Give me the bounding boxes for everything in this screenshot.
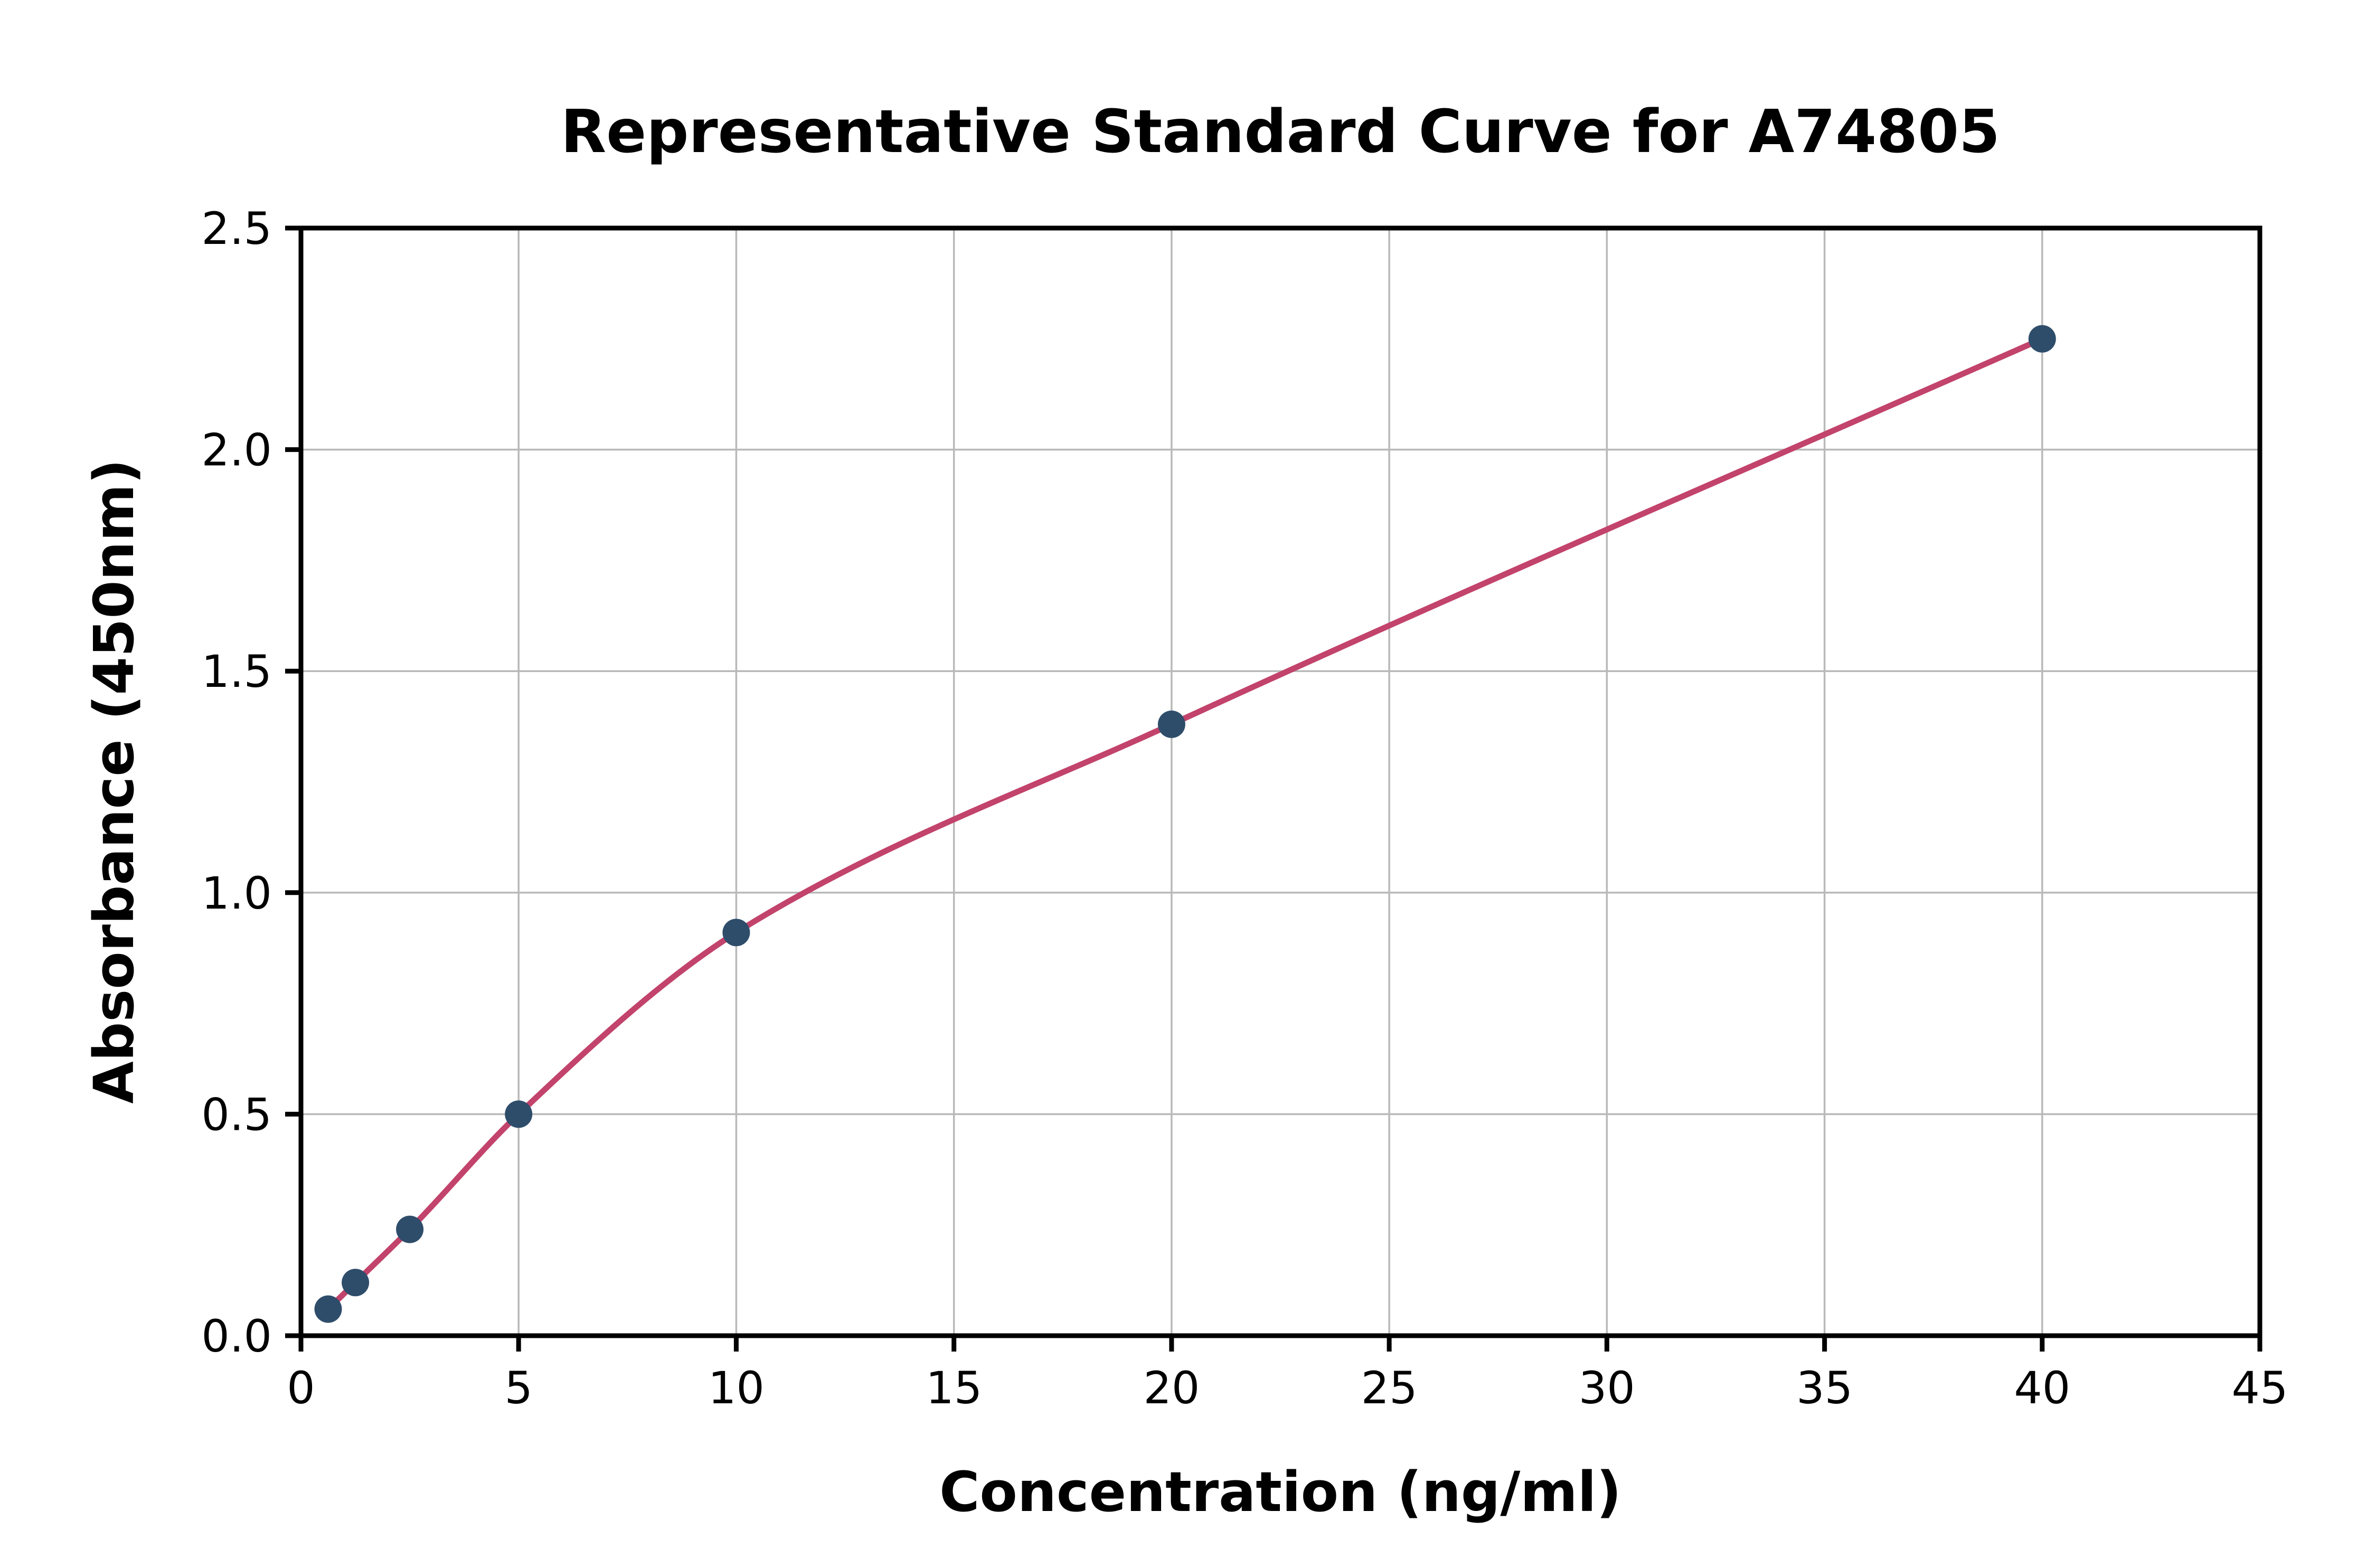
gridlines [300, 227, 2261, 1337]
data-point [1157, 710, 1185, 738]
data-points [314, 325, 2056, 1323]
y-tick-labels: 0.0 0.5 1.0 1.5 2.0 2.5 [201, 203, 272, 1362]
x-tick-label: 45 [2232, 1362, 2288, 1414]
y-tick-label: 1.0 [201, 867, 272, 919]
y-tick-label: 2.0 [201, 424, 272, 476]
x-tick-label: 0 [287, 1362, 315, 1414]
x-axis-label: Concentration (ng/ml) [939, 1460, 1621, 1524]
fit-curve [325, 336, 2045, 1312]
y-tick-label: 0.0 [201, 1310, 272, 1362]
data-point [2028, 325, 2056, 353]
x-tick-labels: 0 5 10 15 20 25 30 35 40 45 [287, 1362, 2288, 1414]
tick-marks [285, 225, 2262, 1352]
x-tick-label: 25 [1361, 1362, 1418, 1414]
data-point [505, 1100, 533, 1128]
data-point [396, 1215, 424, 1243]
plot-frame [298, 225, 2262, 1338]
y-axis-label: Absorbance (450nm) [82, 459, 146, 1103]
x-tick-label: 40 [2014, 1362, 2070, 1414]
x-tick-label: 15 [926, 1362, 982, 1414]
chart-title: Representative Standard Curve for A74805 [561, 98, 2000, 166]
x-tick-label: 20 [1143, 1362, 1200, 1414]
data-point [314, 1295, 342, 1323]
y-tick-label: 1.5 [201, 646, 272, 697]
data-point [722, 919, 750, 947]
x-tick-label: 5 [504, 1362, 532, 1414]
x-tick-label: 10 [708, 1362, 765, 1414]
x-tick-label: 35 [1796, 1362, 1853, 1414]
y-tick-label: 0.5 [201, 1089, 272, 1140]
x-tick-label: 30 [1579, 1362, 1635, 1414]
data-point [342, 1269, 370, 1297]
y-tick-label: 2.5 [201, 203, 272, 254]
